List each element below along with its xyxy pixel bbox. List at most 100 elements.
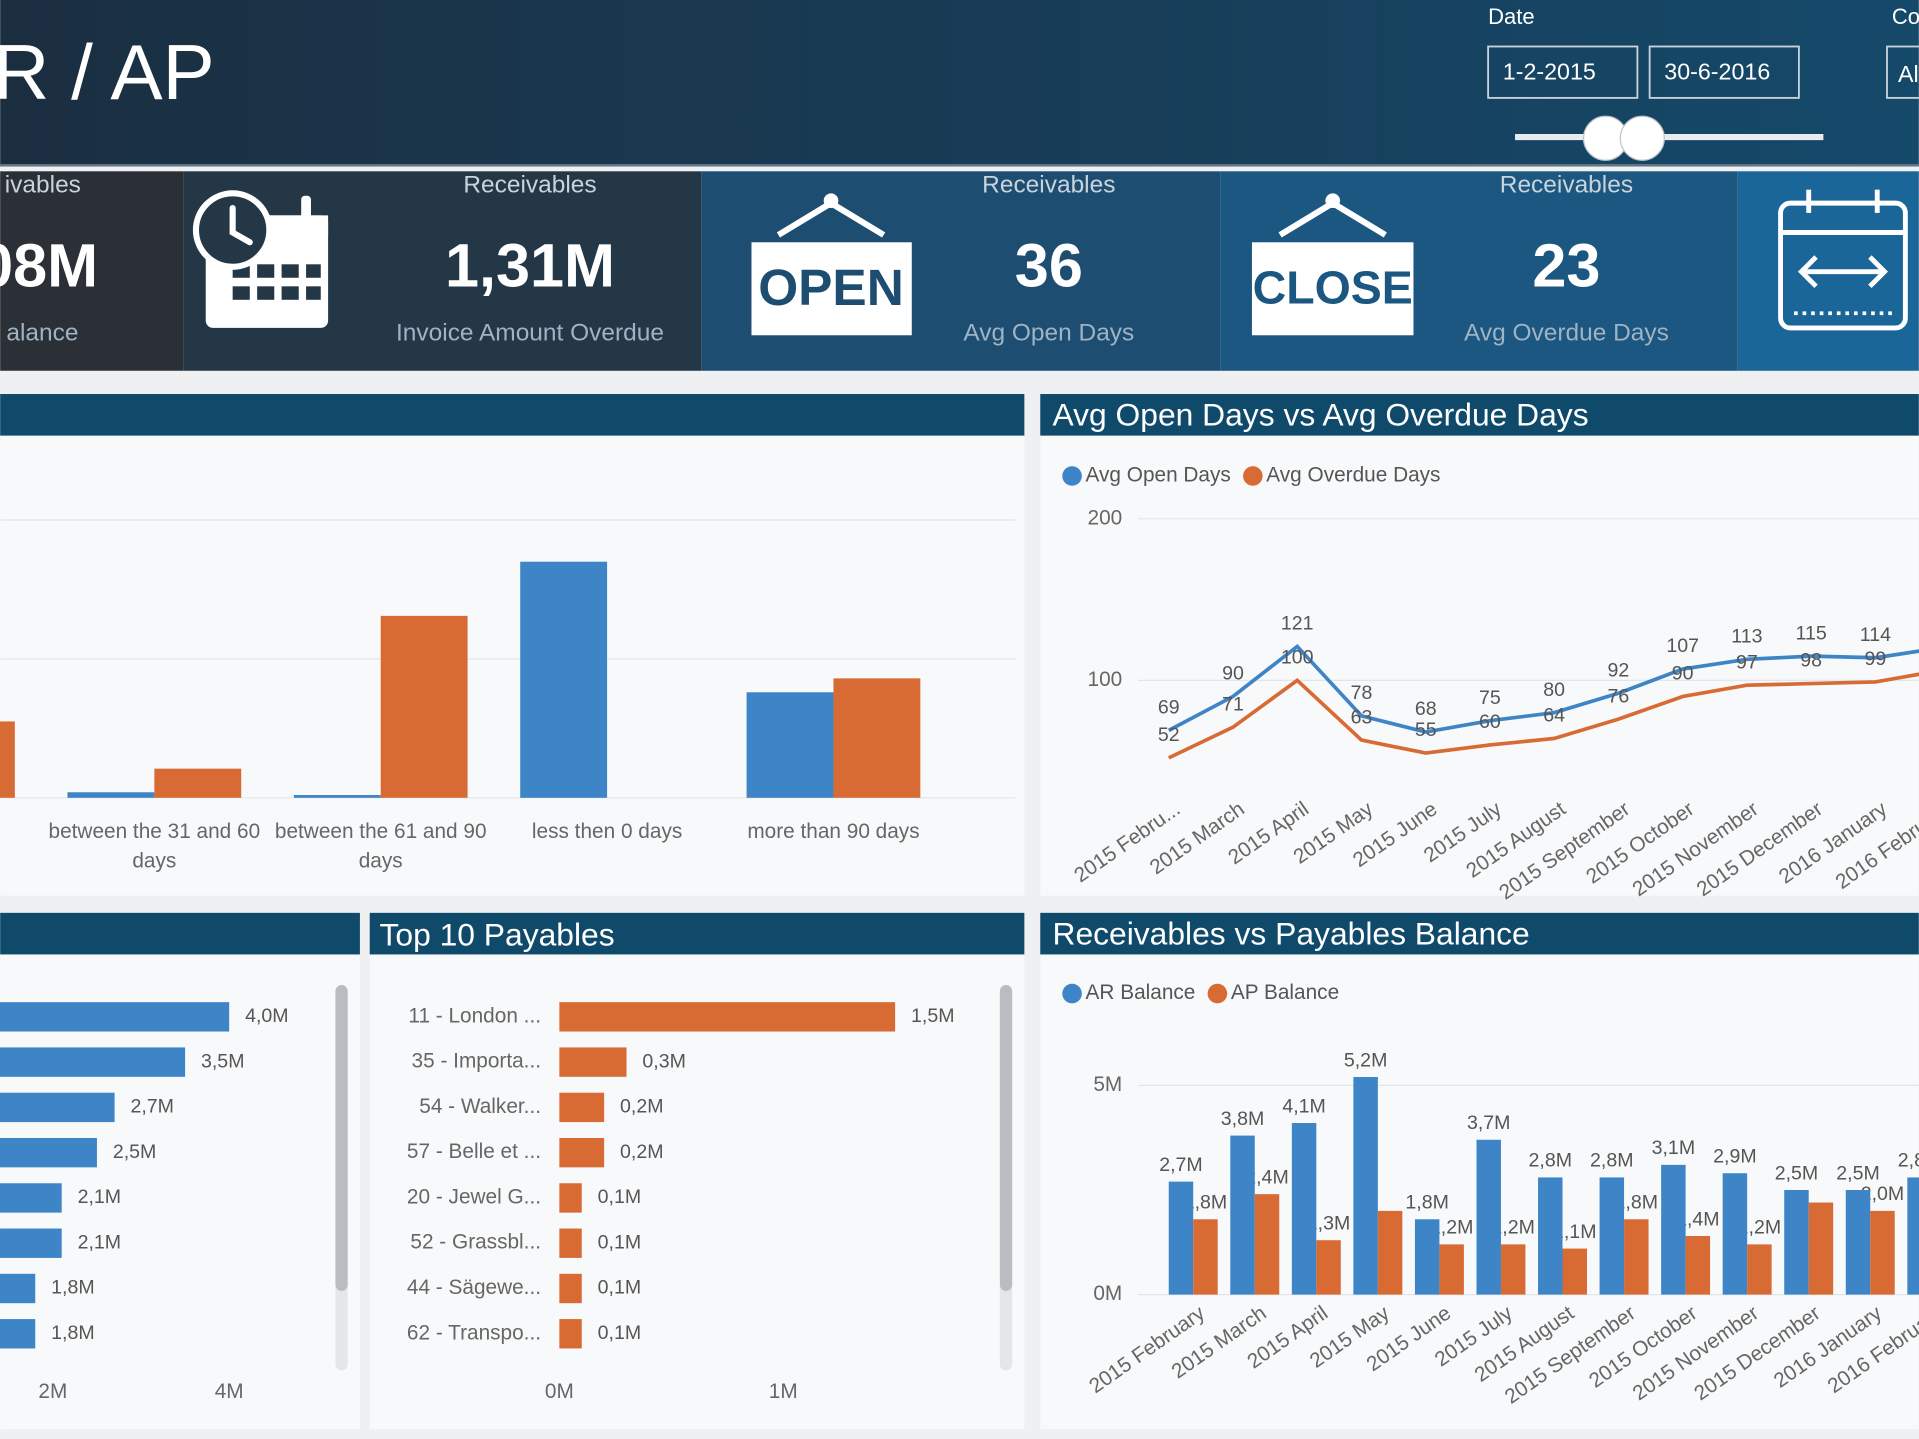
bar [559,1137,605,1168]
data-label: 2,7M [130,1096,174,1118]
data-label: 2,5M [113,1141,157,1163]
data-label: 4,0M [245,1005,289,1027]
legend-swatch [1062,983,1082,1004]
data-label: 2,1M [78,1186,122,1208]
bar [0,1228,62,1258]
bar [520,561,608,798]
bar [1599,1177,1625,1295]
legend-swatch [1207,983,1228,1004]
date-to-box[interactable] [1648,45,1800,99]
data-label: 63 [1351,706,1373,728]
bar [833,678,921,798]
data-label: 4,1M [1282,1095,1326,1117]
legend-label: AR Balance [1086,981,1196,1004]
legend-swatch [1062,466,1082,486]
data-label: 1,8M [51,1322,94,1344]
data-label: 107 [1666,635,1699,657]
data-label: 1,8M [51,1277,94,1299]
data-label: 80 [1543,679,1565,701]
data-label: 0,1M [598,1322,642,1344]
data-label: 113 [1731,625,1762,647]
bar [559,1047,627,1077]
data-label: 75 [1479,687,1501,709]
x-tick-label-box: less then 0 days [532,820,682,843]
open-sign-icon: OPEN [751,193,912,336]
bar [1685,1236,1711,1295]
bar [559,1002,896,1032]
bar [0,1319,36,1349]
kpi-caption: Avg Open Days [963,320,1134,347]
scrollbar-thumb[interactable] [335,985,348,1291]
chart-title: Top 10 Payables [379,917,614,953]
kpi-value: 23 [1532,232,1600,300]
bar [1784,1189,1809,1295]
data-label: 0,1M [598,1277,642,1299]
kpi-caption: Invoice Amount Overdue [396,320,664,347]
kpi-value: 08M [0,232,98,300]
bar [1870,1210,1895,1295]
calendar-arrow-icon [1778,189,1908,331]
scrollbar-thumb[interactable] [999,985,1013,1291]
data-label: 2,5M [1836,1162,1880,1184]
bar [559,1183,582,1213]
y-tick-label: 52 - Grassbl... [410,1231,541,1254]
kpi-label: Receivables [982,171,1115,198]
y-tick-label: 35 - Importa... [412,1050,541,1073]
date-slider-handle[interactable] [1619,115,1665,161]
data-label: 0,2M [620,1096,664,1118]
data-label: 114 [1860,624,1891,646]
x-tick-label-box: between the 31 and 60 days [49,820,261,873]
bar [1661,1164,1686,1295]
data-label: 1,3M [1307,1212,1351,1234]
chart-header [369,912,1025,955]
bar [559,1273,582,1304]
bar [0,1092,115,1123]
data-label: 64 [1543,705,1565,727]
bar [1353,1076,1378,1295]
bar [559,1092,605,1123]
data-label: 0,2M [620,1141,664,1163]
data-label: 2,9M [1713,1146,1757,1168]
sign-text: CLOSE [1253,262,1413,314]
data-label: 1,8M [1184,1192,1228,1214]
chart-panel [0,394,1025,896]
date-from-box[interactable] [1487,45,1639,99]
data-label: 69 [1158,697,1180,719]
bar [1377,1210,1403,1295]
data-label: 115 [1796,622,1827,644]
data-label: 2,1M [78,1231,122,1253]
chart-title: Receivables vs Payables Balance [1052,915,1529,951]
bar [1808,1202,1834,1295]
bar [559,1319,582,1349]
data-label: 1,8M [1405,1192,1448,1214]
y-tick-label: 100 [1088,668,1123,691]
company-box[interactable] [1886,45,1919,99]
data-label: 2,7M [1159,1154,1203,1176]
bar [0,1273,36,1304]
data-label: 1,1M [1553,1221,1597,1243]
bar [1845,1189,1871,1295]
data-label: 0,1M [598,1231,642,1253]
y-tick-label: 62 - Transpo... [407,1321,541,1344]
data-label: 98 [1800,650,1822,672]
data-label: 2,4M [1245,1166,1289,1188]
chart-title: Avg Open Days vs Avg Overdue Days [1052,397,1588,433]
bar [1907,1177,1919,1295]
data-label: 78 [1351,682,1373,704]
legend-label: Avg Overdue Days [1266,463,1440,486]
bar [746,692,834,798]
data-label: 5,2M [1344,1049,1388,1071]
x-tick-label-box: more than 90 days [747,820,919,843]
bar [1168,1181,1194,1295]
company-value: Al [1898,61,1919,87]
close-sign-icon: CLOSE [1251,193,1414,336]
bar [380,615,468,798]
bar [1722,1173,1748,1295]
data-label: 97 [1736,651,1758,673]
chart-header [0,394,1025,436]
bar [1562,1248,1587,1295]
bar [1747,1244,1772,1295]
data-label: 1,2M [1430,1217,1474,1239]
data-label: 52 [1158,724,1180,746]
y-tick-label: 20 - Jewel G... [407,1185,541,1208]
